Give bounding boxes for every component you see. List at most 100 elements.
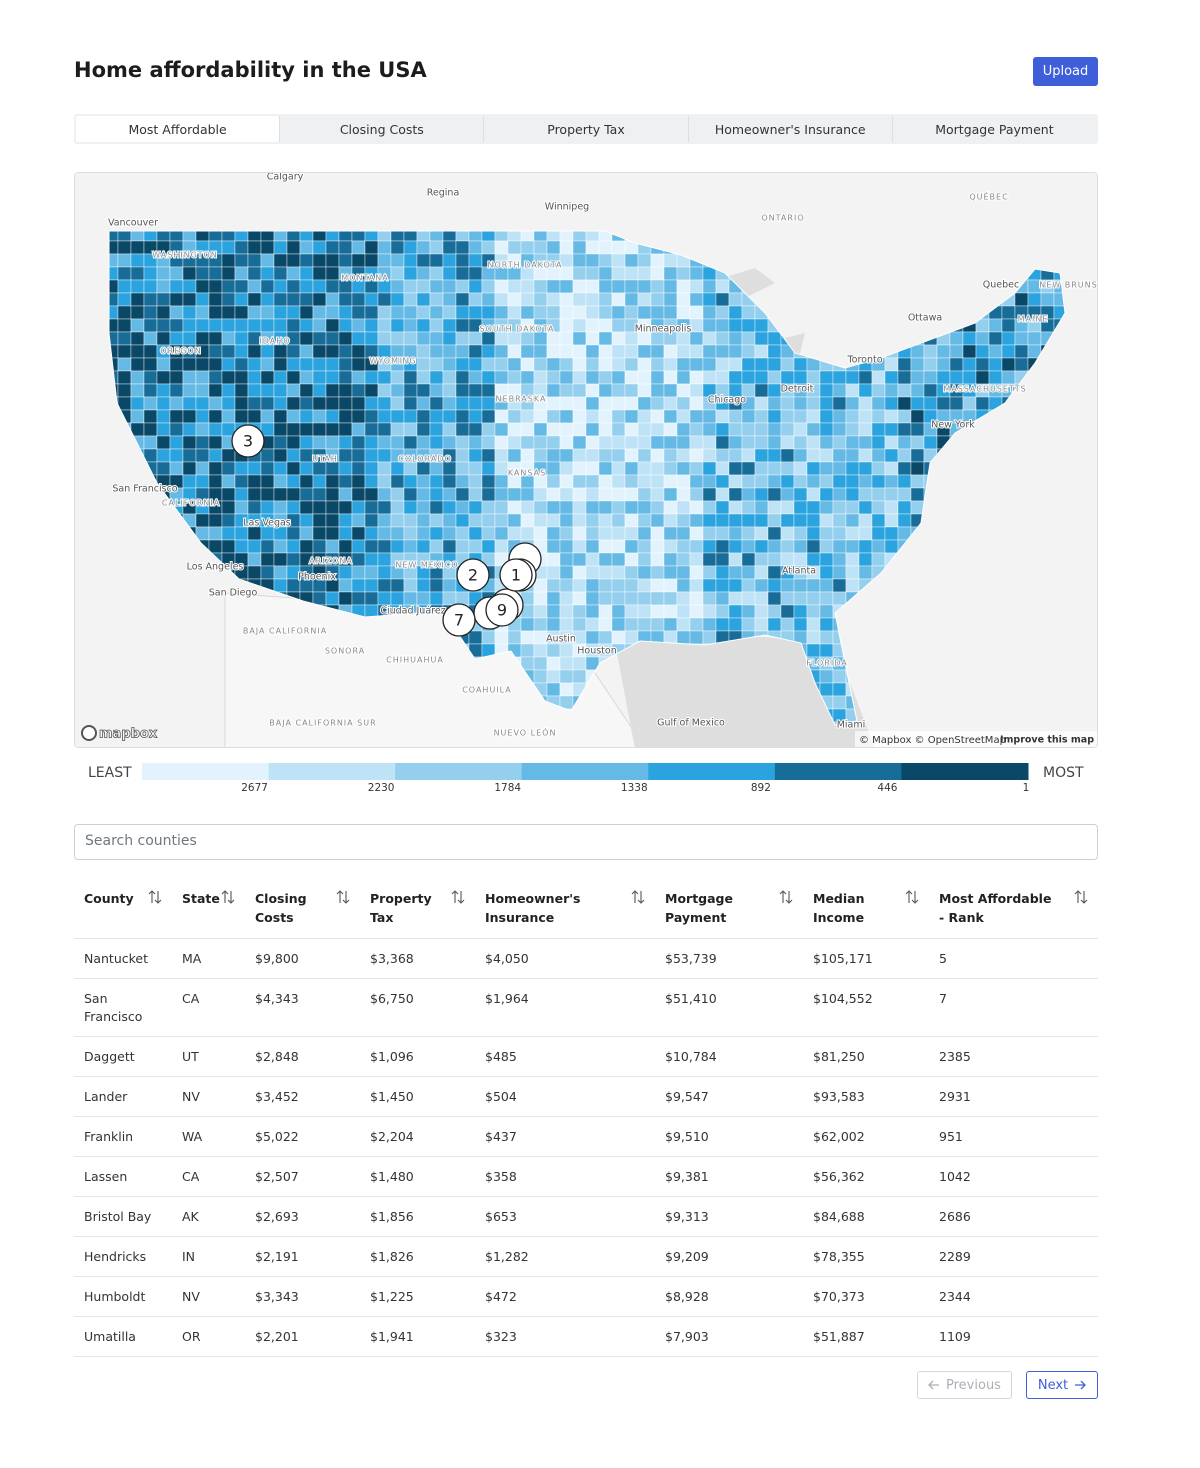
cluster-marker[interactable] <box>456 558 490 592</box>
county <box>793 435 808 450</box>
county <box>338 253 353 268</box>
tab[interactable]: Property Tax <box>483 116 687 142</box>
county <box>689 305 704 320</box>
cluster-marker[interactable] <box>442 603 476 637</box>
table-cell: 2344 <box>929 1276 1098 1317</box>
next-button[interactable]: Next <box>1026 1371 1098 1399</box>
county <box>611 344 626 359</box>
county <box>481 487 496 502</box>
cluster-marker[interactable] <box>231 424 265 458</box>
county <box>663 396 678 411</box>
county <box>520 643 535 658</box>
sort-icon-arrows <box>221 890 235 904</box>
county <box>806 474 821 489</box>
table-cell: $472 <box>475 1276 655 1317</box>
county <box>429 578 444 593</box>
county <box>689 435 704 450</box>
county <box>351 331 366 346</box>
table-cell: $9,547 <box>655 1076 803 1117</box>
sort-icon[interactable] <box>148 890 162 904</box>
cluster-count[interactable]: 7 <box>454 611 464 630</box>
county <box>286 266 301 281</box>
county <box>312 396 327 411</box>
search-input[interactable]: Search counties <box>74 824 1098 860</box>
legend-tick-label: 1338 <box>621 782 648 794</box>
county <box>221 344 236 359</box>
county <box>702 474 717 489</box>
county <box>832 721 847 725</box>
tab[interactable]: Homeowner's Insurance <box>687 116 892 142</box>
sort-icon[interactable] <box>336 890 350 904</box>
county <box>156 409 171 424</box>
county <box>845 435 860 450</box>
county <box>325 266 340 281</box>
county <box>312 435 327 450</box>
column-header[interactable]: County <box>74 872 172 939</box>
county <box>884 526 899 541</box>
county <box>624 396 639 411</box>
column-header[interactable]: Median Income <box>803 872 929 939</box>
county <box>260 357 275 372</box>
column-header[interactable]: Closing Costs <box>245 872 360 939</box>
cluster-marker[interactable] <box>499 558 533 592</box>
sort-icon[interactable] <box>631 890 645 904</box>
column-header[interactable]: Mortgage Payment <box>655 872 803 939</box>
county <box>390 500 405 515</box>
county <box>234 292 249 307</box>
county <box>793 591 808 606</box>
sort-icon[interactable] <box>905 890 919 904</box>
county <box>806 448 821 463</box>
county <box>988 331 1003 346</box>
county <box>351 513 366 528</box>
county <box>520 630 535 645</box>
table-cell: $3,452 <box>245 1076 360 1117</box>
county <box>650 500 665 515</box>
county <box>429 539 444 554</box>
attribution: © Mapbox © OpenStreetMap <box>859 735 1006 746</box>
tab[interactable]: Mortgage Payment <box>891 116 1096 142</box>
tab[interactable]: Most Affordable <box>76 116 280 142</box>
county <box>676 279 691 294</box>
county <box>598 253 613 268</box>
column-header[interactable]: Property Tax <box>360 872 475 939</box>
column-header[interactable]: State <box>172 872 245 939</box>
county <box>299 487 314 502</box>
cluster-count[interactable]: 2 <box>468 566 478 585</box>
county <box>260 370 275 385</box>
map-label: BAJA CALIFORNIA SUR <box>269 719 376 728</box>
cluster-marker[interactable] <box>485 593 519 627</box>
improve-map-link[interactable]: Improve this map <box>1000 735 1094 746</box>
sort-icon[interactable] <box>1074 890 1088 904</box>
county <box>728 552 743 567</box>
county <box>559 240 574 255</box>
cluster-count[interactable]: 1 <box>511 566 521 585</box>
county <box>364 578 379 593</box>
county <box>260 461 275 476</box>
mapbox-logo-icon <box>81 725 97 741</box>
tab[interactable]: Closing Costs <box>279 116 483 142</box>
county <box>143 435 158 450</box>
cluster-count[interactable]: 9 <box>497 601 507 620</box>
sort-icon[interactable] <box>451 890 465 904</box>
cluster-count[interactable]: 3 <box>243 432 253 451</box>
column-header[interactable]: Most Affordable - Rank <box>929 872 1098 939</box>
county <box>351 370 366 385</box>
table-cell: $485 <box>475 1036 655 1077</box>
county <box>117 266 132 281</box>
table-row: San Francisco CA $4,343 $6,750 $1,964 $51,410… <box>74 978 1098 1037</box>
map-label: BAJA CALIFORNIA <box>243 627 327 636</box>
county <box>169 331 184 346</box>
upload-button[interactable]: Upload <box>1033 57 1098 86</box>
sort-icon[interactable] <box>221 890 235 904</box>
map-label: MAINE <box>1018 315 1049 324</box>
county <box>260 344 275 359</box>
county <box>676 448 691 463</box>
sort-icon[interactable] <box>779 890 793 904</box>
county <box>494 539 509 554</box>
county <box>377 591 392 606</box>
county <box>637 279 652 294</box>
county <box>754 344 769 359</box>
column-header[interactable]: Homeowner's Insurance <box>475 872 655 939</box>
county <box>338 240 353 255</box>
previous-button[interactable]: Previous <box>917 1371 1012 1399</box>
